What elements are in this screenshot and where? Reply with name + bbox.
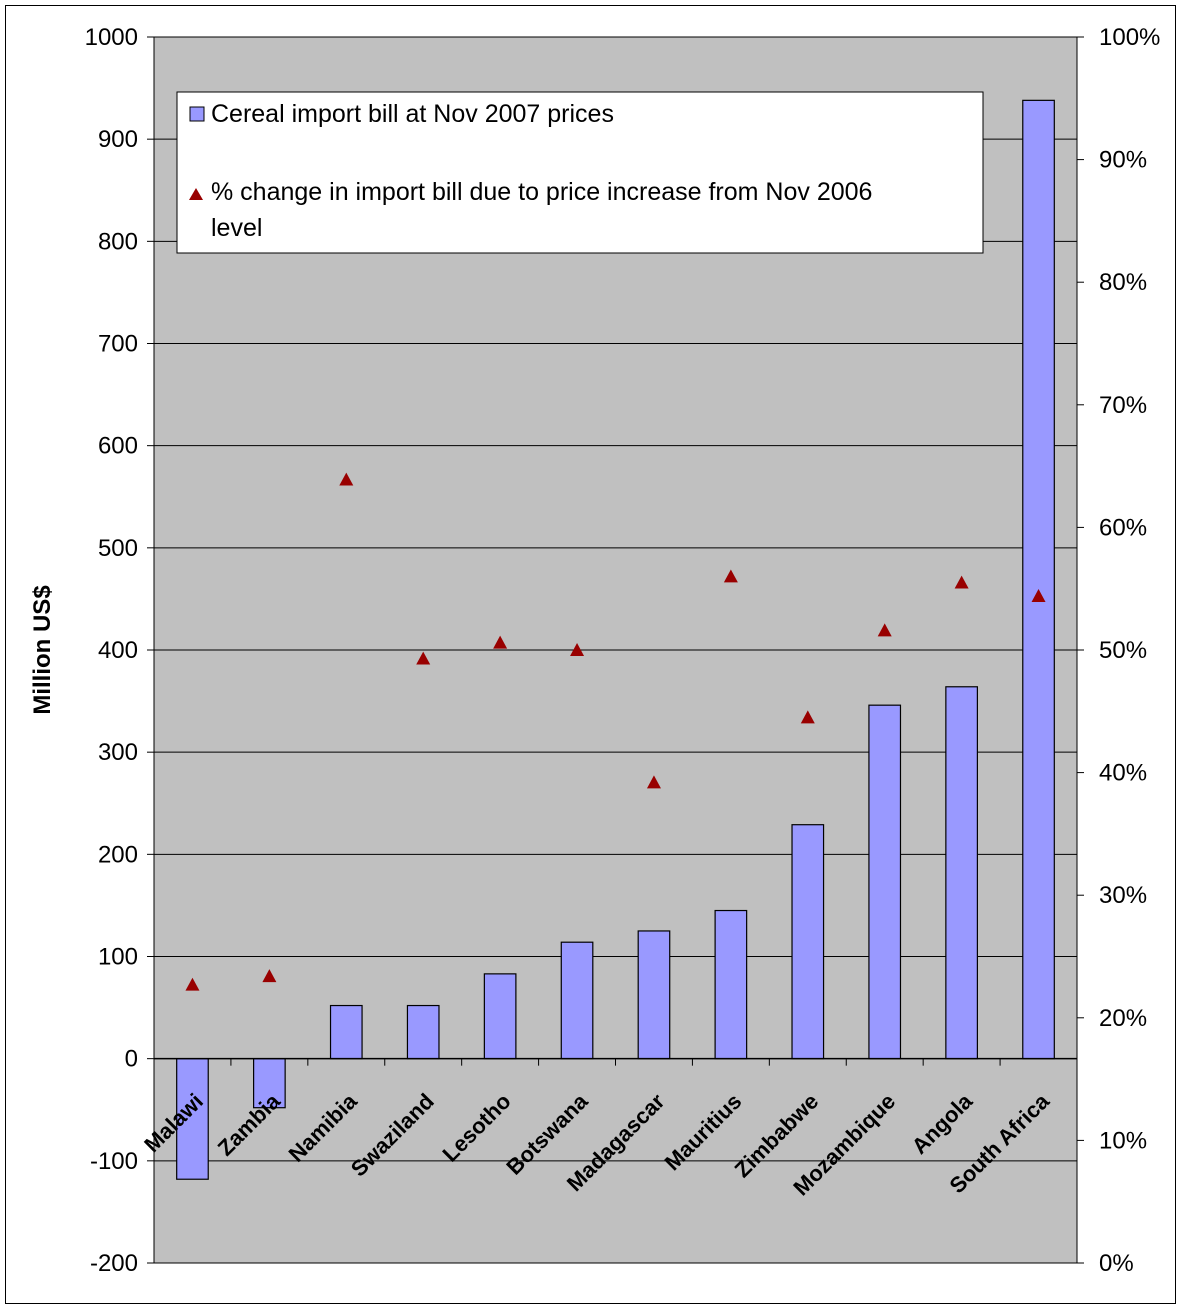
right-tick-label: 70% [1099, 392, 1147, 419]
right-tick-label: 50% [1099, 637, 1147, 664]
triangle-marker [185, 977, 200, 991]
right-tick-label: 80% [1099, 269, 1147, 296]
right-tick-label: 90% [1099, 147, 1147, 174]
bar [560, 941, 594, 1060]
triangle-marker [954, 575, 969, 589]
triangle-marker [800, 710, 815, 724]
legend: Cereal import bill at Nov 2007 prices % … [176, 91, 984, 254]
bar [714, 909, 748, 1060]
left-tick-label: 200 [98, 841, 138, 868]
left-tick-label: 500 [98, 535, 138, 562]
triangle-marker [262, 969, 277, 983]
bar [176, 1058, 209, 1180]
legend-swatch-triangle [189, 188, 203, 200]
legend-label-marker-wrap: level [211, 214, 262, 242]
legend-swatch-bar [189, 106, 205, 122]
right-tick-label: 100% [1099, 24, 1160, 51]
right-tick-label: 40% [1099, 760, 1147, 787]
triangle-marker [877, 623, 892, 637]
bar [483, 973, 517, 1060]
triangle-marker [646, 775, 661, 789]
right-tick-label: 30% [1099, 882, 1147, 909]
y-axis-title: Million US$ [29, 585, 56, 715]
legend-label-marker: % change in import bill due to price inc… [211, 178, 872, 206]
left-tick-label: 700 [98, 331, 138, 358]
triangle-marker [493, 635, 508, 649]
bar [868, 704, 902, 1060]
right-axis-ticks: 0% 10% 20% 30% 40% 50% 60% 70% 80% 90% 100% [1077, 24, 1160, 1277]
left-tick-label: 100 [98, 944, 138, 971]
triangle-marker [416, 651, 431, 665]
left-tick-label: 900 [98, 126, 138, 153]
right-tick-label: 20% [1099, 1005, 1147, 1032]
legend-box [176, 91, 984, 254]
right-tick-label: 60% [1099, 514, 1147, 541]
triangle-marker [339, 472, 354, 486]
bar [406, 1004, 440, 1060]
marker-series [185, 472, 1046, 991]
right-tick-label: 10% [1099, 1127, 1147, 1154]
left-axis-ticks: -200 -100 0 100 200 300 400 500 600 700 800 900 1000 [85, 24, 154, 1277]
bar [945, 686, 978, 1060]
triangle-marker [723, 569, 738, 583]
bar [791, 824, 825, 1060]
right-tick-label: 0% [1099, 1250, 1134, 1277]
triangle-marker [570, 643, 585, 656]
left-tick-label: 600 [98, 433, 138, 460]
left-tick-label: -100 [90, 1148, 138, 1175]
bar [253, 1058, 286, 1109]
left-tick-label: 1000 [85, 24, 138, 51]
legend-label-bar: Cereal import bill at Nov 2007 prices [211, 100, 614, 128]
bar [637, 930, 671, 1060]
left-tick-label: 300 [98, 739, 138, 766]
triangle-marker [1031, 589, 1046, 603]
left-tick-label: 400 [98, 637, 138, 664]
left-tick-label: 0 [125, 1046, 138, 1073]
bar-series [176, 99, 1055, 1180]
bar [1022, 99, 1055, 1060]
left-tick-label: -200 [90, 1250, 138, 1277]
bar [329, 1004, 363, 1060]
left-tick-label: 800 [98, 228, 138, 255]
